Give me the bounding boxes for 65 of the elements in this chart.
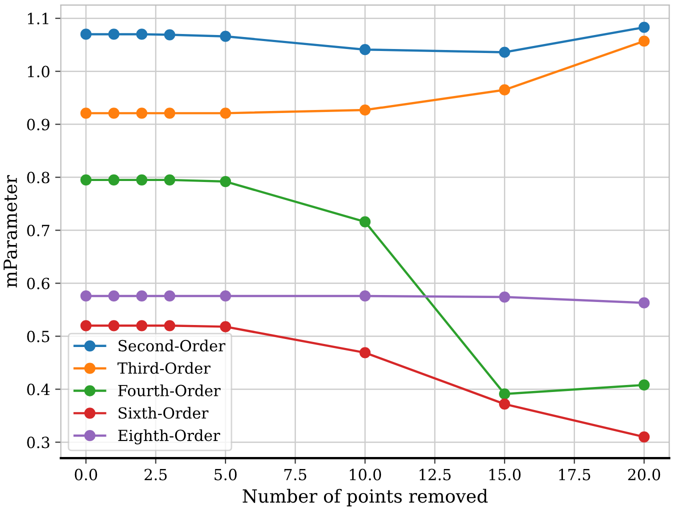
point [108, 108, 120, 119]
point [80, 290, 92, 302]
x-tick-label: 20.0 [628, 468, 660, 480]
x-tick-label: 12.5 [420, 468, 451, 480]
point [80, 108, 92, 119]
point [108, 290, 120, 302]
point [164, 290, 176, 302]
point [136, 108, 148, 119]
legend-label: Second-Order [118, 340, 226, 352]
point [136, 320, 148, 332]
y-tick-label: 0.5 [27, 330, 50, 342]
point [638, 431, 650, 442]
point [136, 174, 148, 186]
point [499, 84, 510, 96]
point [80, 320, 92, 332]
y-tick-label: 0.8 [27, 172, 50, 184]
point [164, 108, 176, 119]
point [108, 320, 120, 332]
point [359, 216, 371, 228]
y-tick-label: 0.3 [27, 436, 50, 448]
x-tick-label: 15.0 [489, 468, 521, 480]
point [359, 347, 371, 358]
x-tick-label: 2.5 [144, 468, 167, 480]
point [220, 30, 232, 42]
x-tick-label: 7.5 [284, 468, 306, 480]
point [136, 290, 148, 302]
x-tick-label: 10.0 [350, 468, 382, 480]
point [499, 46, 510, 58]
x-tick-label: 0.0 [74, 468, 98, 480]
y-axis-title: mParameter [4, 175, 18, 288]
x-tick-label: 5.0 [214, 468, 237, 480]
point [108, 28, 120, 40]
y-tick-label: 0.7 [27, 224, 50, 236]
point [359, 290, 371, 302]
point [499, 388, 510, 400]
point [164, 174, 176, 186]
y-tick-label: 1.0 [28, 66, 50, 78]
y-tick-label: 0.9 [27, 118, 50, 130]
x-tick-label: 17.5 [559, 468, 590, 480]
y-tick-label: 0.4 [27, 384, 50, 396]
y-tick-label: 0.6 [27, 278, 50, 290]
point [359, 104, 371, 116]
legend-label: Sixth-Order [118, 406, 208, 419]
point [638, 36, 650, 47]
point [108, 174, 120, 186]
point [80, 174, 92, 186]
point [220, 176, 232, 188]
point [80, 28, 92, 40]
legend-label: Eighth-Order [118, 429, 220, 444]
legend-label: Fourth-Order [118, 384, 221, 396]
point [136, 28, 148, 40]
point [164, 320, 176, 332]
point [499, 398, 510, 410]
legend-label: Third-Order [118, 362, 210, 374]
point [638, 297, 650, 308]
point [220, 321, 232, 332]
point [499, 291, 510, 303]
point [164, 29, 176, 40]
point [638, 379, 650, 391]
point [220, 108, 232, 119]
y-tick-label: 1.1 [28, 12, 48, 24]
point [638, 22, 650, 33]
point [359, 44, 371, 56]
x-axis-title: Number of points removed [242, 488, 488, 506]
point [220, 290, 232, 302]
